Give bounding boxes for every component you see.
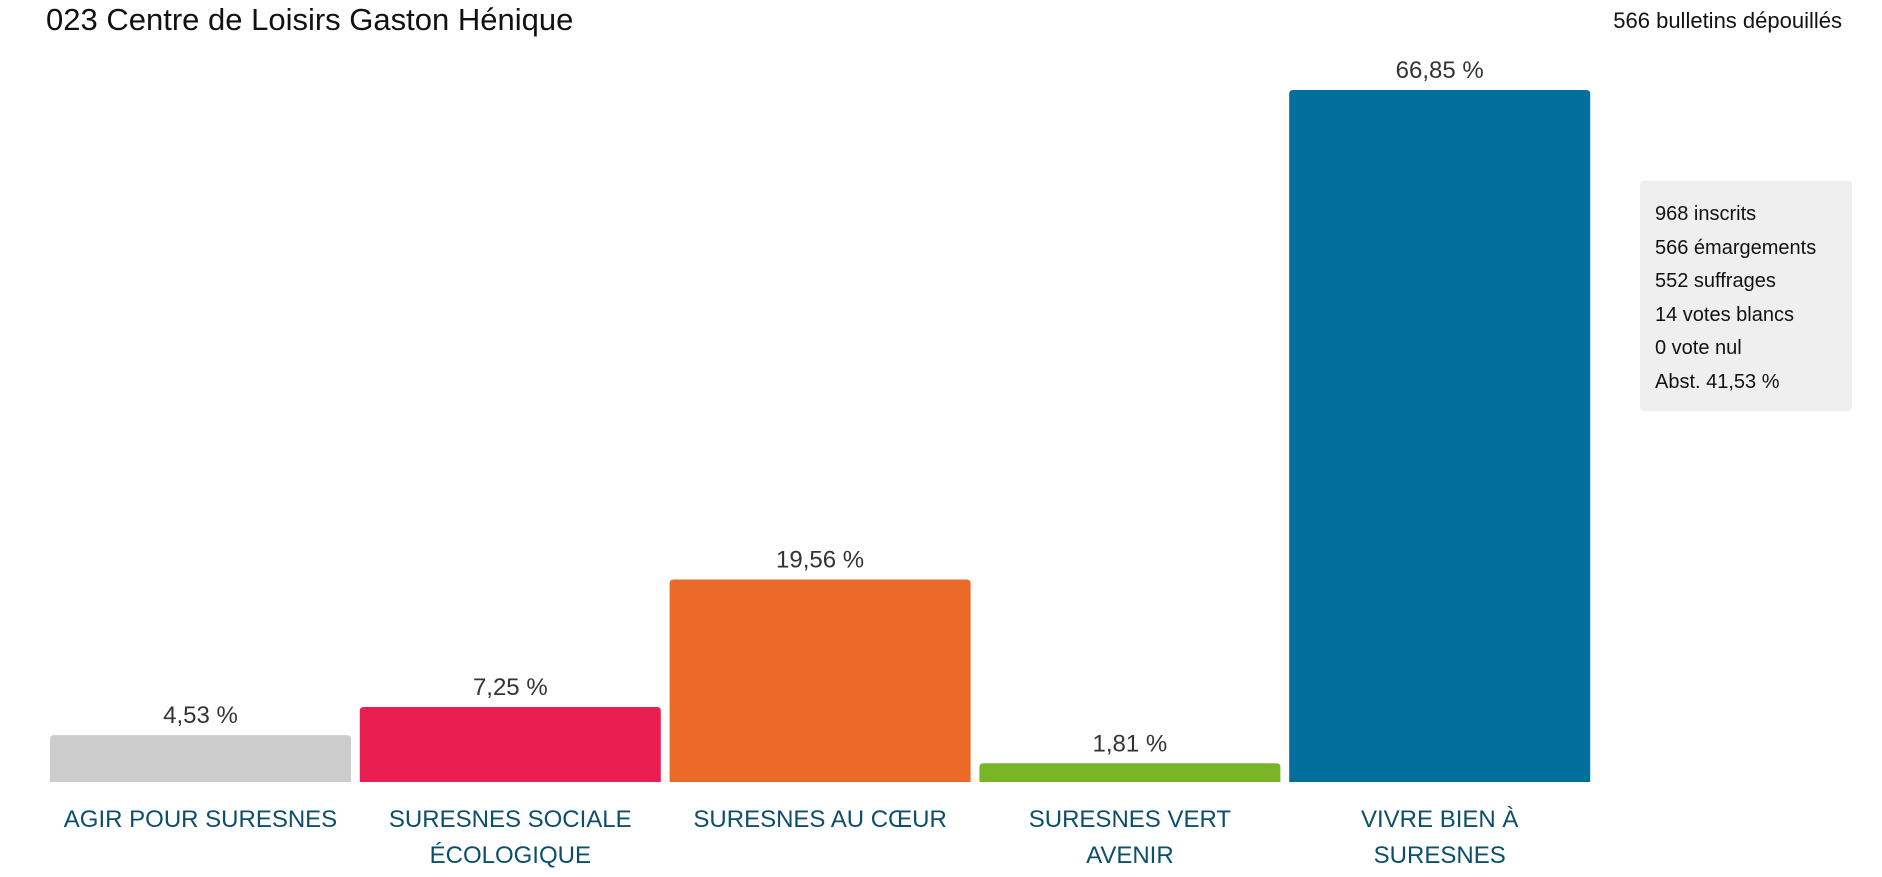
category-label: ÉCOLOGIQUE bbox=[430, 842, 591, 869]
category-label: SURESNES VERT bbox=[1029, 806, 1232, 833]
category-label: SURESNES SOCIALE bbox=[389, 806, 632, 833]
bar bbox=[1289, 90, 1591, 782]
bar-value-label: 1,81 % bbox=[1093, 730, 1168, 757]
stats-panel: 968 inscrits 566 émargements 552 suffrag… bbox=[1640, 181, 1852, 411]
stat-votes-cast: 552 suffrages bbox=[1655, 270, 1776, 293]
category-label: VIVRE BIEN À bbox=[1361, 806, 1518, 833]
ballots-counted: 566 bulletins dépouillés bbox=[1613, 8, 1842, 33]
bar-value-label: 66,85 % bbox=[1396, 57, 1484, 84]
stat-null-votes: 0 vote nul bbox=[1655, 337, 1742, 360]
bar bbox=[979, 763, 1281, 782]
stat-signatures: 566 émargements bbox=[1655, 236, 1817, 259]
page-title: 023 Centre de Loisirs Gaston Hénique bbox=[46, 2, 574, 37]
bar-value-label: 7,25 % bbox=[473, 674, 548, 701]
category-label: SURESNES bbox=[1374, 842, 1506, 869]
category-label: AGIR POUR SURESNES bbox=[64, 806, 337, 833]
category-label: AVENIR bbox=[1086, 842, 1174, 869]
bar bbox=[669, 579, 971, 782]
bar bbox=[359, 706, 661, 782]
category-label: SURESNES AU CŒUR bbox=[693, 806, 946, 833]
stat-registered: 968 inscrits bbox=[1655, 203, 1757, 225]
bar-value-label: 4,53 % bbox=[163, 702, 238, 729]
stat-abstention: Abst. 41,53 % bbox=[1655, 370, 1780, 393]
stat-blank-votes: 14 votes blancs bbox=[1655, 303, 1794, 326]
bar-value-label: 19,56 % bbox=[776, 547, 864, 574]
bar bbox=[50, 735, 351, 782]
